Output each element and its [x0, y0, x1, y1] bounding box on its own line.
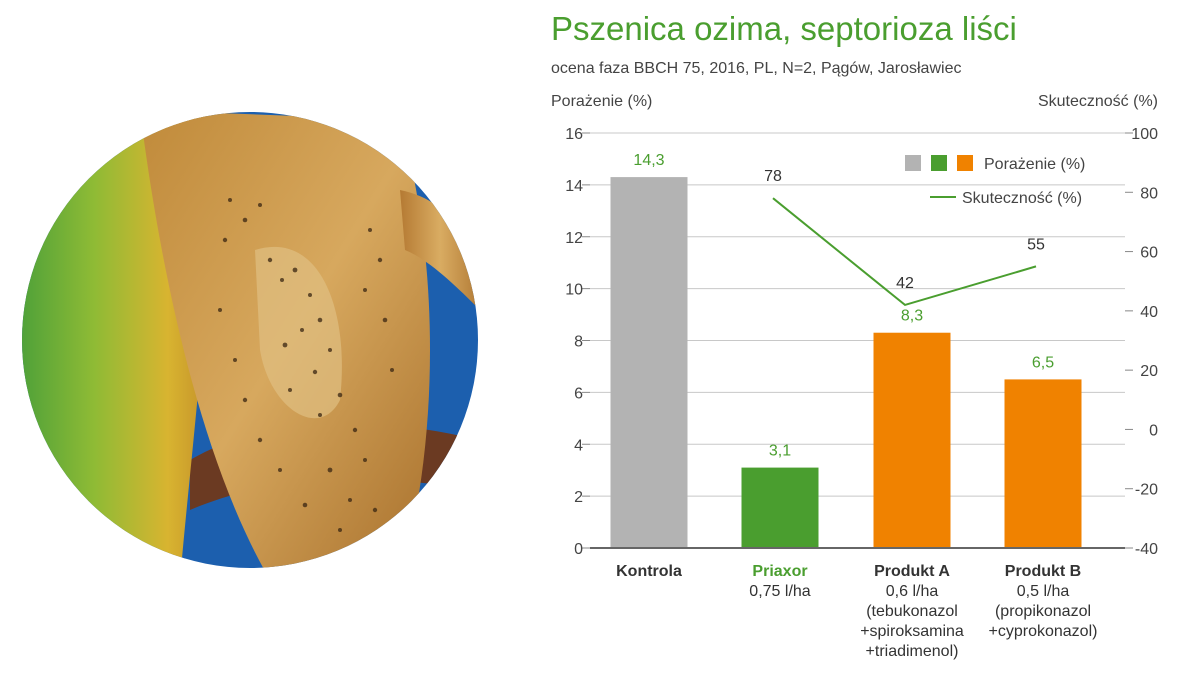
chart-subtitle: ocena faza BBCH 75, 2016, PL, N=2, Pągów…	[551, 60, 962, 77]
y2-tick-label: 40	[1140, 304, 1158, 321]
y2-axis-label: Skuteczność (%)	[1038, 93, 1158, 110]
y2-tick-label: -40	[1135, 541, 1158, 558]
y2-tick-label: 100	[1131, 126, 1158, 143]
y2-tick-label: 60	[1140, 245, 1158, 262]
y2-tick-label: -20	[1135, 482, 1158, 499]
bars: 14,3 3,1 8,3 6,5	[610, 152, 1082, 548]
category-name: Kontrola	[616, 563, 682, 580]
y-tick-label: 4	[574, 437, 583, 454]
category-dose: 0,5 l/ha (propikonazol +cyprokonazol)	[988, 583, 1098, 640]
axis-ticks: Porażenie (%) Skuteczność (%) 0 2 4 6 8 10 12 14 1…	[551, 93, 1158, 558]
legend: Porażenie (%) Skuteczność (%)	[905, 155, 1085, 207]
efficacy-value-label: 78	[764, 168, 782, 185]
bar-value-label: 8,3	[901, 308, 923, 325]
bar-priaxor	[741, 467, 819, 548]
bar-value-label: 14,3	[633, 152, 664, 169]
y2-tick-label: 0	[1149, 422, 1158, 439]
y-tick-label: 6	[574, 385, 583, 402]
x-category-label: Priaxor 0,75 l/ha	[705, 562, 855, 602]
category-name: Priaxor	[752, 563, 808, 580]
bar-produkt-b	[1004, 379, 1082, 548]
legend-line-entry: Skuteczność (%)	[962, 190, 1082, 207]
legend-swatch	[905, 155, 921, 171]
legend-bar-entry: Porażenie (%)	[984, 156, 1085, 173]
y-tick-label: 10	[565, 282, 583, 299]
y-tick-label: 0	[574, 541, 583, 558]
bar-kontrola	[610, 177, 688, 548]
bar-value-label: 6,5	[1032, 354, 1054, 371]
legend-swatch	[931, 155, 947, 171]
legend-swatch	[957, 155, 973, 171]
y2-tick-label: 20	[1140, 363, 1158, 380]
y-tick-label: 16	[565, 126, 583, 143]
x-category-label: Kontrola	[574, 562, 724, 582]
y-tick-label: 8	[574, 334, 583, 351]
y-tick-label: 12	[565, 230, 583, 247]
x-category-label: Produkt A 0,6 l/ha (tebukonazol +spiroksa…	[837, 562, 987, 662]
bar-produkt-a	[873, 332, 951, 548]
y2-tick-label: 80	[1140, 185, 1158, 202]
leaf-photo	[22, 112, 478, 568]
x-category-label: Produkt B 0,5 l/ha (propikonazol +cyproko…	[968, 562, 1118, 642]
bar-value-label: 3,1	[769, 443, 791, 460]
category-name: Produkt A	[874, 563, 950, 580]
efficacy-value-label: 55	[1027, 236, 1045, 253]
category-dose: 0,75 l/ha	[749, 583, 811, 600]
y-tick-label: 2	[574, 489, 583, 506]
category-name: Produkt B	[1004, 563, 1082, 580]
efficacy-value-label: 42	[896, 275, 914, 292]
y-axis-label: Porażenie (%)	[551, 93, 652, 110]
y-tick-label: 14	[565, 178, 583, 195]
efficacy-line: 78 42 55	[764, 168, 1045, 307]
chart-title: Pszenica ozima, septorioza liści	[551, 10, 1017, 47]
category-dose: 0,6 l/ha (tebukonazol +spiroksamina +tri…	[860, 583, 964, 660]
